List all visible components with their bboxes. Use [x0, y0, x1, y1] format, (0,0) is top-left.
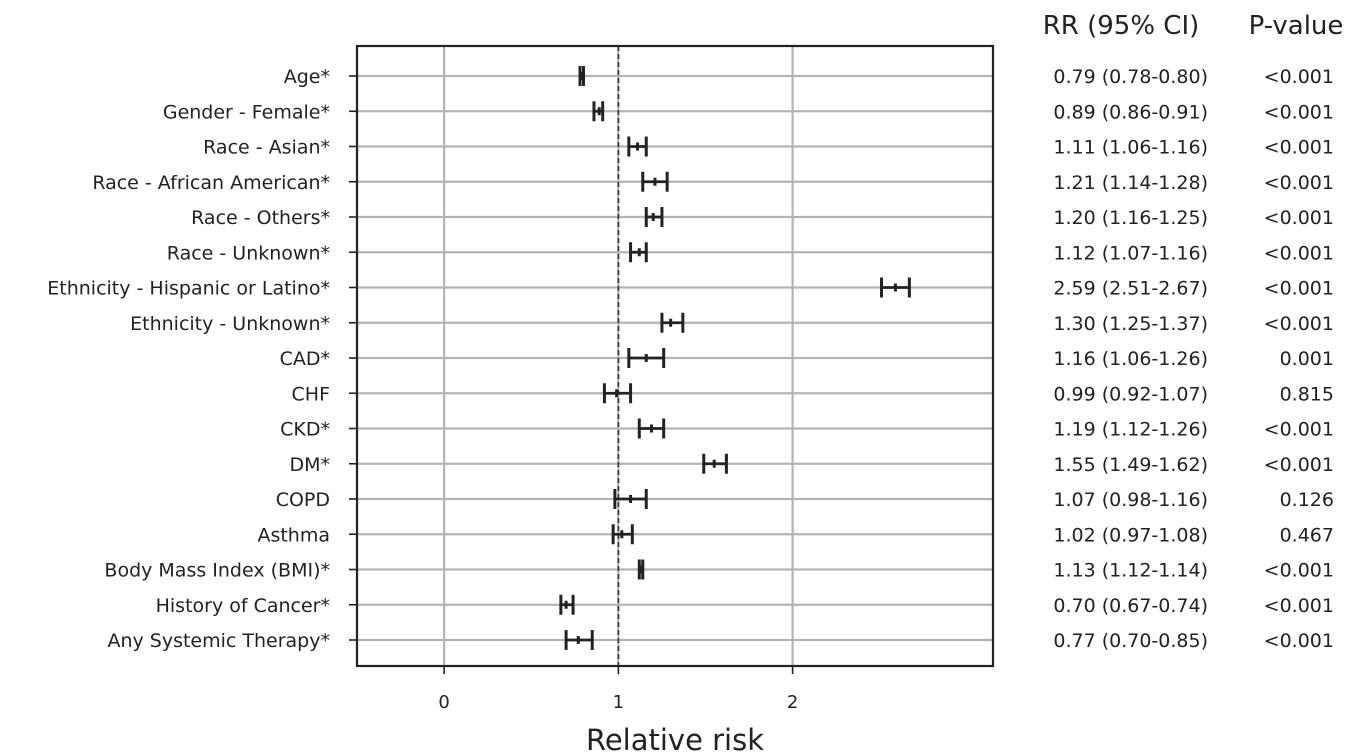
p-value: <0.001: [1264, 560, 1334, 582]
ci-error-bar: [641, 171, 669, 192]
p-value: <0.001: [1264, 313, 1334, 335]
row-label: Any Systemic Therapy*: [107, 630, 330, 652]
ci-error-bar: [637, 418, 666, 439]
error-bar-layer: [559, 66, 911, 650]
x-tick-label: 1: [613, 692, 624, 713]
row-label: History of Cancer*: [156, 595, 330, 617]
rr-ci-value: 1.16 (1.06-1.26): [1053, 348, 1208, 370]
rr-ci-value: 1.21 (1.14-1.28): [1053, 172, 1208, 194]
p-value: <0.001: [1264, 137, 1334, 159]
p-value: 0.001: [1280, 348, 1334, 370]
p-value: <0.001: [1264, 207, 1334, 229]
row-label: CAD*: [280, 348, 330, 370]
ci-error-bar: [637, 559, 645, 580]
p-value: <0.001: [1264, 454, 1334, 476]
x-axis-label: Relative risk: [586, 723, 764, 754]
row-label: Asthma: [257, 524, 330, 546]
rr-ci-value: 1.55 (1.49-1.62): [1053, 454, 1208, 476]
rr-ci-value: 1.11 (1.06-1.16): [1053, 137, 1208, 159]
row-label: Race - Asian*: [203, 137, 330, 159]
p-value: <0.001: [1264, 278, 1334, 300]
row-label: Race - Unknown*: [167, 242, 330, 264]
ci-error-bar: [644, 207, 664, 227]
rr-ci-value: 1.19 (1.12-1.26): [1053, 419, 1208, 441]
row-label: Ethnicity - Hispanic or Latino*: [47, 278, 330, 300]
x-tick-label: 0: [438, 692, 449, 713]
p-value: 0.467: [1280, 524, 1334, 546]
rr-ci-value: 0.79 (0.78-0.80): [1053, 66, 1208, 88]
p-value: 0.126: [1280, 489, 1334, 511]
p-value: <0.001: [1264, 595, 1334, 617]
rr-ci-value: 0.89 (0.86-0.91): [1053, 101, 1208, 123]
plot-frame: [355, 44, 995, 668]
row-label: Gender - Female*: [163, 101, 330, 123]
p-value: 0.815: [1280, 383, 1334, 405]
row-label: Race - Others*: [191, 207, 330, 229]
y-ticks: Age* Gender - Female* Race - Asian* Race - …: [47, 66, 357, 652]
p-value: <0.001: [1264, 66, 1334, 88]
x-ticks: 0 1 2: [438, 666, 798, 713]
rr-ci-value: 1.12 (1.07-1.16): [1053, 242, 1208, 264]
row-label: Body Mass Index (BMI)*: [104, 560, 330, 582]
p-value: <0.001: [1264, 101, 1334, 123]
rr-ci-value: 1.13 (1.12-1.14): [1053, 560, 1208, 582]
rr-ci-value: 1.07 (0.98-1.16): [1053, 489, 1208, 511]
results-table: 0.79 (0.78-0.80) <0.001 0.89 (0.86-0.91) <0…: [1053, 66, 1334, 652]
rr-ci-value: 2.59 (2.51-2.67): [1053, 278, 1208, 300]
row-label: CHF: [292, 383, 330, 405]
ci-error-bar: [592, 101, 605, 122]
rr-ci-value: 0.70 (0.67-0.74): [1053, 595, 1208, 617]
ci-error-bar: [879, 277, 911, 298]
row-label: Ethnicity - Unknown*: [130, 313, 330, 335]
p-value: <0.001: [1264, 172, 1334, 194]
ci-error-bar: [627, 136, 648, 157]
ci-error-bar: [660, 312, 685, 333]
ci-error-bar: [578, 66, 586, 86]
ci-error-bar: [627, 348, 666, 368]
p-value: <0.001: [1264, 419, 1334, 441]
ci-error-bar: [613, 489, 648, 509]
ci-error-bar: [611, 524, 634, 545]
rr-ci-value: 1.30 (1.25-1.37): [1053, 313, 1208, 335]
p-value: <0.001: [1264, 242, 1334, 264]
rr-column-header: RR (95% CI): [1043, 11, 1200, 41]
row-label: Race - African American*: [92, 172, 330, 194]
grid-lines: [357, 46, 993, 666]
rr-ci-value: 1.20 (1.16-1.25): [1053, 207, 1208, 229]
rr-ci-value: 1.02 (0.97-1.08): [1053, 524, 1208, 546]
ci-error-bar: [564, 630, 594, 650]
p-value-column-header: P-value: [1249, 11, 1344, 41]
row-label: DM*: [289, 454, 330, 476]
rr-ci-value: 0.99 (0.92-1.07): [1053, 383, 1208, 405]
ci-error-bar: [702, 453, 728, 474]
p-value: <0.001: [1264, 630, 1334, 652]
row-label: COPD: [276, 489, 330, 511]
x-tick-label: 2: [787, 692, 798, 713]
row-label: Age*: [284, 66, 330, 88]
rr-ci-value: 0.77 (0.70-0.85): [1053, 630, 1208, 652]
ci-error-bar: [559, 594, 575, 615]
ci-error-bar: [602, 383, 633, 404]
ci-error-bar: [629, 242, 648, 263]
row-label: CKD*: [280, 419, 330, 441]
